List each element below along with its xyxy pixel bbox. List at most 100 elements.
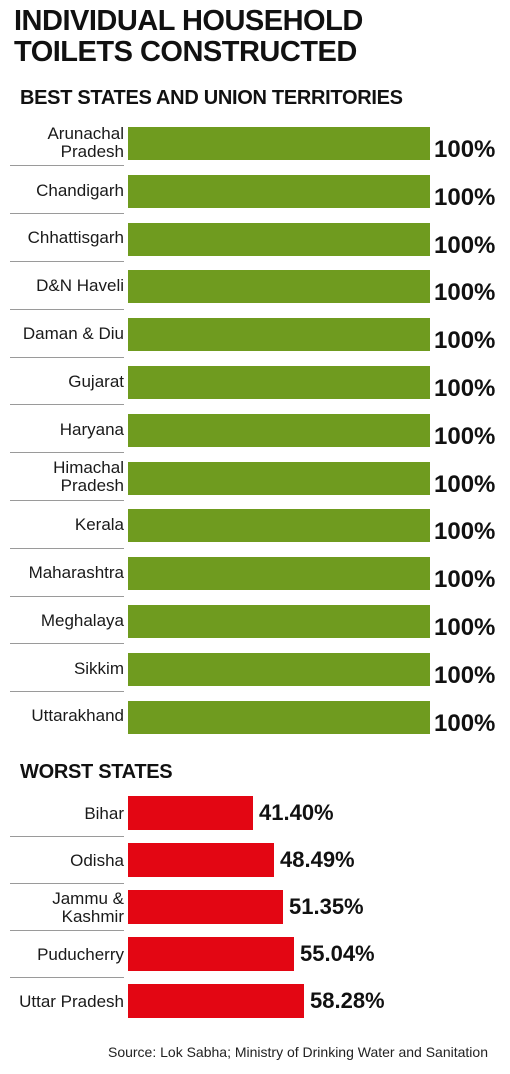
chart-title-line-1: INDIVIDUAL HOUSEHOLD bbox=[14, 5, 363, 37]
bar bbox=[128, 509, 430, 543]
category-label: Chandigarh bbox=[0, 180, 124, 200]
category-label: Odisha bbox=[0, 850, 124, 870]
category-label-line: Maharashtra bbox=[28, 563, 124, 583]
worst-section-title: WORST STATES bbox=[20, 761, 173, 783]
row-divider bbox=[10, 835, 124, 837]
bar bbox=[128, 270, 430, 304]
value-label: 100% bbox=[434, 136, 496, 163]
value-label: 100% bbox=[434, 661, 496, 689]
chart-row: Maharashtra 100% bbox=[0, 548, 510, 596]
category-label-line: Kashmir bbox=[61, 906, 124, 926]
bar bbox=[128, 222, 430, 256]
bar bbox=[128, 984, 304, 1018]
row-divider bbox=[10, 308, 124, 310]
category-label-line: Meghalaya bbox=[40, 610, 124, 630]
value-label: 51.35% bbox=[289, 894, 364, 919]
category-label: Chhattisgarh bbox=[0, 229, 124, 247]
source-note: Source: Lok Sabha; Ministry of Drinking … bbox=[107, 1044, 488, 1060]
category-label: Haryana bbox=[0, 419, 124, 439]
chart-row: Odisha 48.49% bbox=[0, 836, 510, 883]
category-label-line: Chandigarh bbox=[36, 180, 124, 200]
category-label-line: Pradesh bbox=[60, 476, 124, 496]
bar bbox=[128, 413, 430, 447]
row-divider bbox=[10, 404, 124, 406]
row-divider bbox=[10, 165, 124, 167]
value-label: 58.28% bbox=[310, 988, 385, 1013]
category-label-line: Kerala bbox=[74, 515, 124, 535]
category-label: Bihar bbox=[0, 803, 124, 823]
chart-row: Chandigarh 100% bbox=[0, 166, 510, 214]
chart-row: Puducherry 55.04% bbox=[0, 930, 510, 977]
value-label: 55.04% bbox=[300, 941, 375, 966]
category-label: Daman & Diu bbox=[0, 325, 124, 343]
row-divider bbox=[10, 452, 124, 454]
bar bbox=[128, 796, 253, 830]
chart-row: Meghalaya 100% bbox=[0, 596, 510, 644]
value-label: 100% bbox=[434, 614, 496, 641]
chart-row: Sikkim 100% bbox=[0, 644, 510, 692]
category-label-line: Arunachal bbox=[47, 123, 124, 143]
category-label-line: Chhattisgarh bbox=[27, 228, 124, 248]
category-label-line: Himachal bbox=[53, 458, 124, 478]
chart-row: Gujarat 100% bbox=[0, 357, 510, 405]
category-label: Gujarat bbox=[0, 372, 124, 391]
row-divider bbox=[10, 976, 124, 978]
category-label: Sikkim bbox=[0, 659, 124, 678]
bar bbox=[128, 557, 430, 591]
row-divider bbox=[10, 499, 124, 501]
category-label: Puducherry bbox=[0, 945, 124, 964]
bar bbox=[128, 605, 430, 638]
chart-row: Bihar 41.40% bbox=[0, 789, 510, 836]
value-label: 100% bbox=[434, 566, 496, 594]
row-divider bbox=[10, 260, 124, 262]
chart-row: Himachal Pradesh 100% bbox=[0, 453, 510, 501]
chart-row: Chhattisgarh 100% bbox=[0, 214, 510, 262]
value-label: 41.40% bbox=[259, 800, 334, 825]
category-label: Meghalaya bbox=[0, 610, 124, 630]
category-label: Maharashtra bbox=[0, 564, 124, 582]
chart-row: Jammu & Kashmir 51.35% bbox=[0, 883, 510, 930]
row-divider bbox=[10, 213, 124, 215]
category-label: Uttarakhand bbox=[0, 707, 124, 725]
category-label-line: Daman & Diu bbox=[22, 324, 124, 344]
row-divider bbox=[10, 882, 124, 884]
category-label-line: Jammu & bbox=[52, 888, 124, 908]
chart-row: Arunachal Pradesh 100% bbox=[0, 118, 510, 166]
value-label: 48.49% bbox=[280, 847, 355, 872]
bar bbox=[128, 461, 430, 495]
category-label-line: Pradesh bbox=[60, 141, 124, 161]
bar bbox=[128, 700, 430, 734]
category-label-line: Haryana bbox=[59, 419, 124, 439]
category-label: Kerala bbox=[0, 516, 124, 534]
bar bbox=[128, 174, 430, 208]
value-label: 100% bbox=[434, 231, 496, 259]
value-label: 100% bbox=[434, 183, 496, 211]
row-divider bbox=[10, 356, 124, 358]
value-label: 100% bbox=[434, 375, 496, 402]
row-divider bbox=[10, 929, 124, 931]
category-label: Himachal Pradesh bbox=[0, 459, 124, 495]
value-label: 100% bbox=[434, 470, 496, 498]
category-label: Arunachal Pradesh bbox=[0, 123, 124, 161]
chart-row: Kerala 100% bbox=[0, 500, 510, 548]
value-label: 100% bbox=[434, 327, 496, 355]
category-label-line: Bihar bbox=[84, 803, 124, 823]
category-label-line: D&N Haveli bbox=[36, 276, 124, 296]
row-divider bbox=[10, 643, 124, 645]
bar bbox=[128, 318, 430, 352]
category-label-line: Odisha bbox=[70, 850, 124, 870]
chart-row: Haryana 100% bbox=[0, 405, 510, 453]
bar bbox=[128, 127, 430, 160]
best-section-title: BEST STATES AND UNION TERRITORIES bbox=[20, 87, 403, 109]
bar bbox=[128, 366, 430, 399]
row-divider bbox=[10, 595, 124, 597]
chart-row: Daman & Diu 100% bbox=[0, 309, 510, 357]
row-divider bbox=[10, 691, 124, 693]
chart-title: INDIVIDUAL HOUSEHOLD TOILETS CONSTRUCTED bbox=[14, 6, 504, 68]
bar bbox=[128, 652, 430, 686]
category-label: D&N Haveli bbox=[0, 277, 124, 295]
chart-title-line-2: TOILETS CONSTRUCTED bbox=[14, 36, 357, 68]
chart-row: Uttarakhand 100% bbox=[0, 692, 510, 740]
chart-row: Uttar Pradesh 58.28% bbox=[0, 977, 510, 1024]
bar bbox=[128, 937, 294, 971]
